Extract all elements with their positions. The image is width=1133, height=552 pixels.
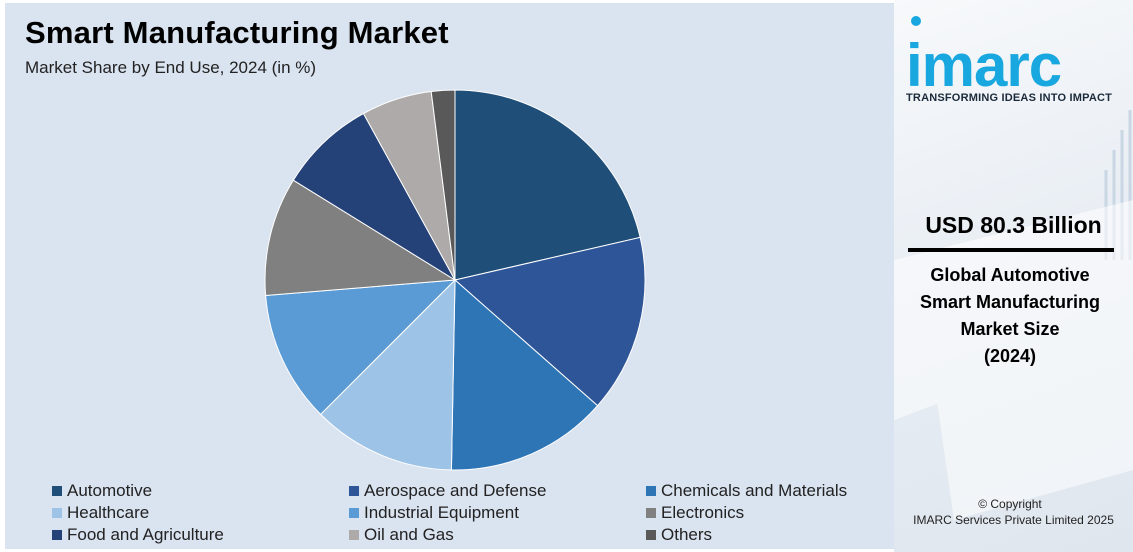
legend-label: Automotive (67, 481, 153, 500)
legend-swatch (646, 486, 656, 496)
logo-dot (911, 16, 921, 26)
caption-line: Global Automotive (930, 265, 1090, 285)
caption-line: Market Size (960, 319, 1060, 339)
pie-slice-healthcare (319, 278, 456, 471)
legend-label: Industrial Equipment (364, 503, 519, 522)
imarc-logo: imarc (906, 32, 1062, 99)
legend-item: Healthcare (52, 503, 349, 522)
caption-line: Smart Manufacturing (919, 292, 1101, 312)
legend-item: Chemicals and Materials (646, 481, 892, 500)
pie-slice-electronics (264, 179, 457, 297)
pie-slice-chemicals-and-materials (450, 278, 599, 471)
legend-item: Electronics (646, 503, 892, 522)
legend-label: Oil and Gas (364, 525, 454, 544)
legend-item: Aerospace and Defense (349, 481, 646, 500)
pie-slice-automotive (454, 89, 641, 281)
chart-title: Smart Manufacturing Market (25, 15, 449, 50)
pie-slice-food-and-agriculture (292, 112, 457, 282)
pie-chart (264, 89, 646, 471)
legend-label: Healthcare (67, 503, 150, 522)
chart-panel: Smart Manufacturing Market Market Share … (5, 3, 894, 549)
legend-swatch (646, 508, 656, 518)
legend-label: Food and Agriculture (67, 525, 224, 544)
pie-slice-industrial-equipment (265, 279, 457, 416)
caption-line: (2024) (983, 346, 1037, 366)
copyright-company: IMARC Services Private Limited 2025 (913, 513, 1114, 527)
background-decoration (894, 110, 1133, 520)
pie-slice-aerospace-and-defense (453, 236, 646, 407)
legend-swatch (52, 508, 62, 518)
copyright-label: © Copyright (978, 497, 1042, 511)
legend-swatch (52, 530, 62, 540)
legend-label: Others (661, 525, 713, 544)
legend-item: Food and Agriculture (52, 525, 349, 544)
legend-swatch (349, 508, 359, 518)
legend-swatch (646, 530, 656, 540)
legend-label: Aerospace and Defense (364, 481, 547, 500)
logo-tagline: TRANSFORMING IDEAS INTO IMPACT (906, 92, 1113, 104)
legend-swatch (349, 486, 359, 496)
legend-item: Automotive (52, 481, 349, 500)
legend-label: Chemicals and Materials (661, 481, 848, 500)
legend-swatch (52, 486, 62, 496)
legend-item: Others (646, 525, 892, 544)
legend-item: Oil and Gas (349, 525, 646, 544)
market-size-caption: Global Automotive Smart Manufacturing Ma… (894, 262, 1126, 370)
chart-legend: Automotive Aerospace and Defense Chemicals… (52, 481, 892, 544)
legend-item: Industrial Equipment (349, 503, 646, 522)
legend-swatch (349, 530, 359, 540)
legend-label: Electronics (661, 503, 745, 522)
market-size-value: USD 80.3 Billion (925, 212, 1102, 238)
chart-subtitle: Market Share by End Use, 2024 (in %) (25, 58, 317, 77)
sidebar-panel: imarc TRANSFORMING IDEAS INTO IMPACT USD… (894, 0, 1133, 552)
divider (908, 248, 1114, 252)
pie-slice-others (430, 89, 456, 281)
